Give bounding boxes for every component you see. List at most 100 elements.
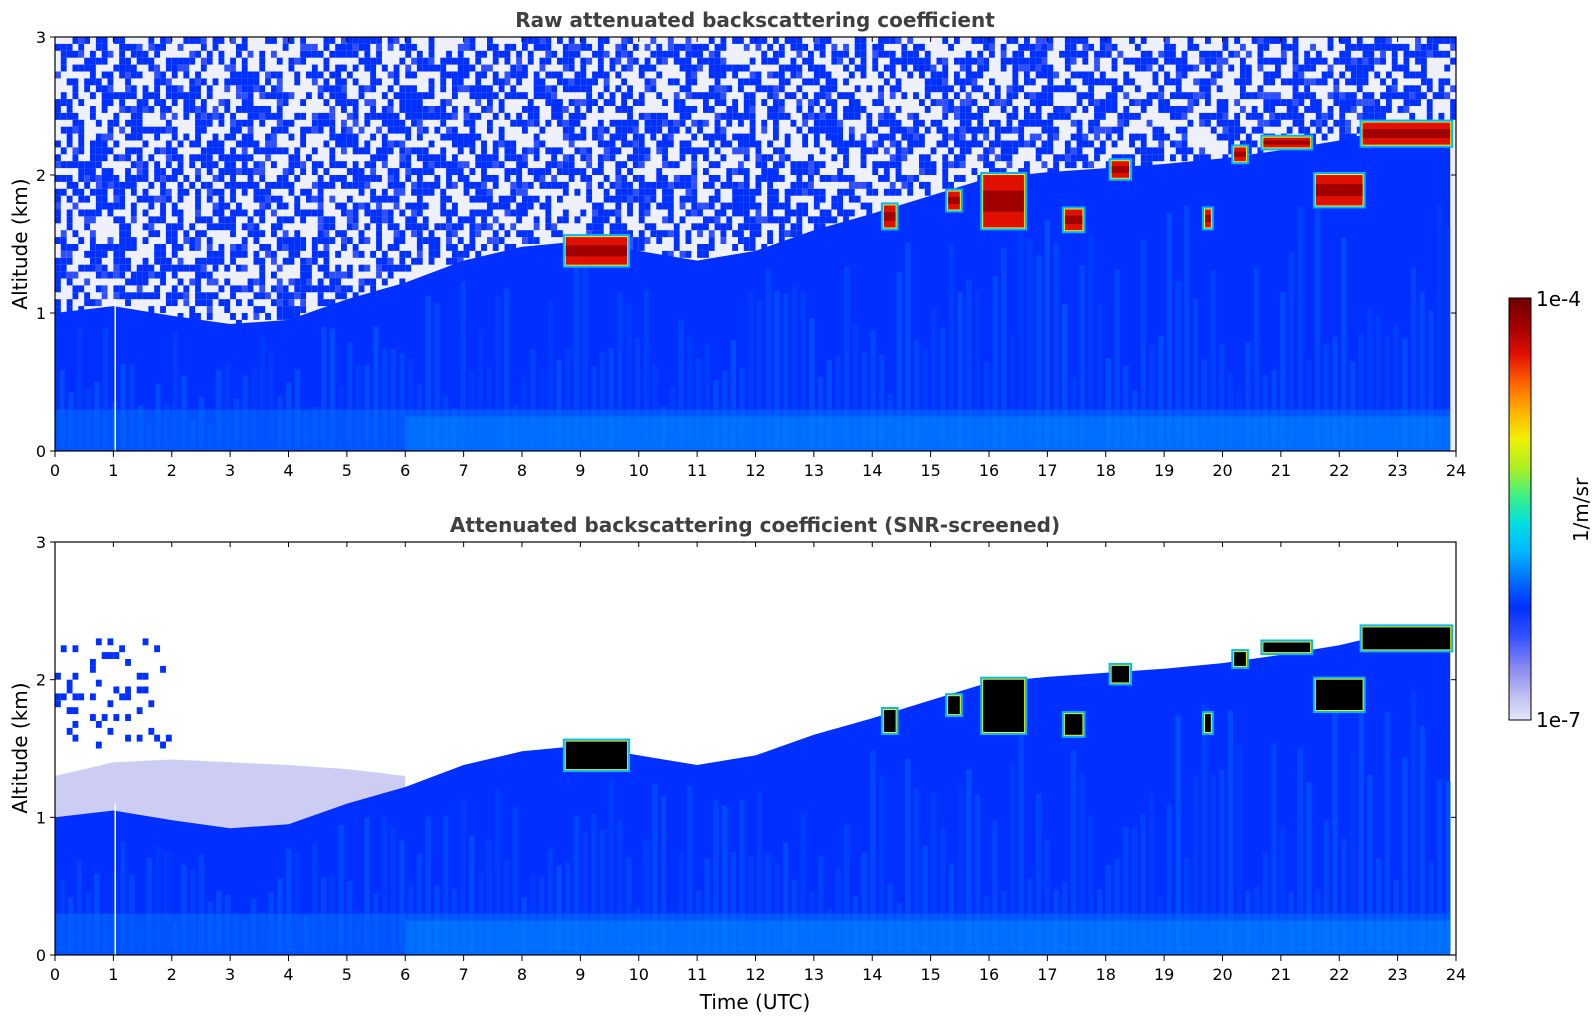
noise-cell: [317, 188, 324, 196]
noise-cell: [136, 106, 143, 113]
noise-cell: [959, 133, 966, 141]
noise-cell: [265, 92, 271, 100]
noise-cell: [597, 126, 604, 134]
noise-cell: [125, 181, 131, 189]
noise-cell: [609, 209, 616, 217]
noise-cell: [843, 64, 849, 72]
noise-cell: [1216, 119, 1223, 127]
noise-cell: [60, 112, 67, 120]
noise-cell: [1339, 71, 1346, 79]
noise-cell: [627, 202, 633, 210]
noise-cell: [1210, 112, 1217, 120]
noise-cell: [492, 92, 499, 100]
noise-cell: [288, 92, 295, 100]
noise-cell: [66, 140, 73, 148]
noise-cell: [370, 188, 377, 196]
noise-cell: [854, 37, 861, 44]
noise-cell: [428, 50, 435, 58]
noise-cell: [341, 244, 347, 251]
noise-cell: [510, 209, 517, 217]
noise-cell: [843, 78, 849, 86]
noise-cell: [60, 188, 67, 196]
noise-cell: [195, 202, 201, 210]
texture-streak: [190, 869, 196, 951]
noise-cell: [551, 230, 558, 238]
noise-cell: [236, 250, 242, 258]
texture-streak: [1149, 345, 1155, 447]
noise-cell: [1158, 92, 1165, 100]
noise-cell: [522, 202, 528, 210]
texture-streak: [678, 320, 684, 447]
noise-cell: [154, 85, 161, 93]
noise-cell: [60, 250, 67, 258]
noise-cell: [72, 50, 79, 58]
noise-cell: [1064, 112, 1071, 120]
noise-cell: [1403, 92, 1410, 100]
noise-cell: [679, 195, 686, 203]
noise-cell: [819, 119, 826, 127]
noise-cell: [212, 257, 219, 265]
noise-cell: [615, 223, 622, 231]
noise-cell: [1123, 119, 1130, 127]
noise-cell: [796, 175, 803, 182]
y-tick-label: 1: [36, 808, 46, 827]
noise-cell: [1240, 57, 1246, 65]
noise-cell: [1327, 43, 1334, 51]
noise-cell: [1356, 37, 1363, 44]
noise-cell: [165, 106, 172, 113]
noise-cell: [539, 126, 546, 134]
texture-streak: [1149, 793, 1155, 951]
noise-cell: [562, 161, 569, 169]
noise-cell: [720, 202, 727, 210]
noise-cell: [919, 168, 925, 175]
texture-streak: [1009, 762, 1016, 951]
noise-cell: [813, 188, 820, 196]
noise-cell: [1304, 50, 1311, 58]
noise-cell: [977, 119, 984, 127]
noise-cell: [387, 209, 394, 217]
noise-cell: [656, 71, 663, 79]
noise-cell: [1286, 106, 1293, 113]
noise-cell: [632, 147, 639, 155]
noise-cell: [323, 37, 330, 44]
noise-cell: [1245, 64, 1252, 72]
noise-cell: [819, 147, 826, 155]
noise-cell: [574, 43, 581, 51]
noise-cell: [95, 147, 102, 155]
noise-cell: [171, 92, 178, 100]
noise-cell: [1088, 92, 1095, 100]
noise-cell: [247, 50, 254, 58]
noise-cell: [732, 244, 739, 251]
noise-cell: [212, 188, 219, 196]
noise-cell: [1024, 140, 1030, 148]
noise-cell: [1175, 126, 1182, 134]
noise-cell: [393, 112, 400, 120]
noise-cell: [165, 161, 172, 169]
noise-cell: [685, 92, 692, 100]
noise-cell: [755, 161, 762, 169]
noise-cell: [1403, 64, 1410, 72]
noise-cell: [1298, 92, 1305, 100]
noise-cell: [883, 119, 890, 127]
noise-cell: [1018, 126, 1025, 134]
noise-cell: [463, 71, 470, 79]
texture-streak: [1393, 324, 1399, 447]
noise-cell: [784, 230, 791, 238]
noise-cell: [1362, 112, 1369, 120]
noise-cell: [1181, 133, 1188, 141]
noise-cell: [539, 64, 546, 72]
texture-streak: [687, 786, 693, 951]
noise-cell: [446, 209, 452, 217]
noise-cell: [615, 181, 622, 189]
noise-cell: [416, 175, 423, 182]
x-ticks-screened: 0 1 2 3 4 5 6 7 8 9 10 11 12 13 14 15 16 17 18 19 20 21 22 23 24: [50, 542, 1466, 984]
noise-cell: [679, 112, 686, 120]
noise-cell: [627, 92, 633, 100]
texture-streak: [800, 292, 806, 447]
noise-cell: [1228, 119, 1235, 127]
noise-cell: [107, 727, 114, 735]
noise-cell: [463, 244, 470, 251]
noise-cell: [95, 638, 102, 646]
noise-cell: [848, 181, 855, 189]
noise-cell: [627, 37, 633, 44]
